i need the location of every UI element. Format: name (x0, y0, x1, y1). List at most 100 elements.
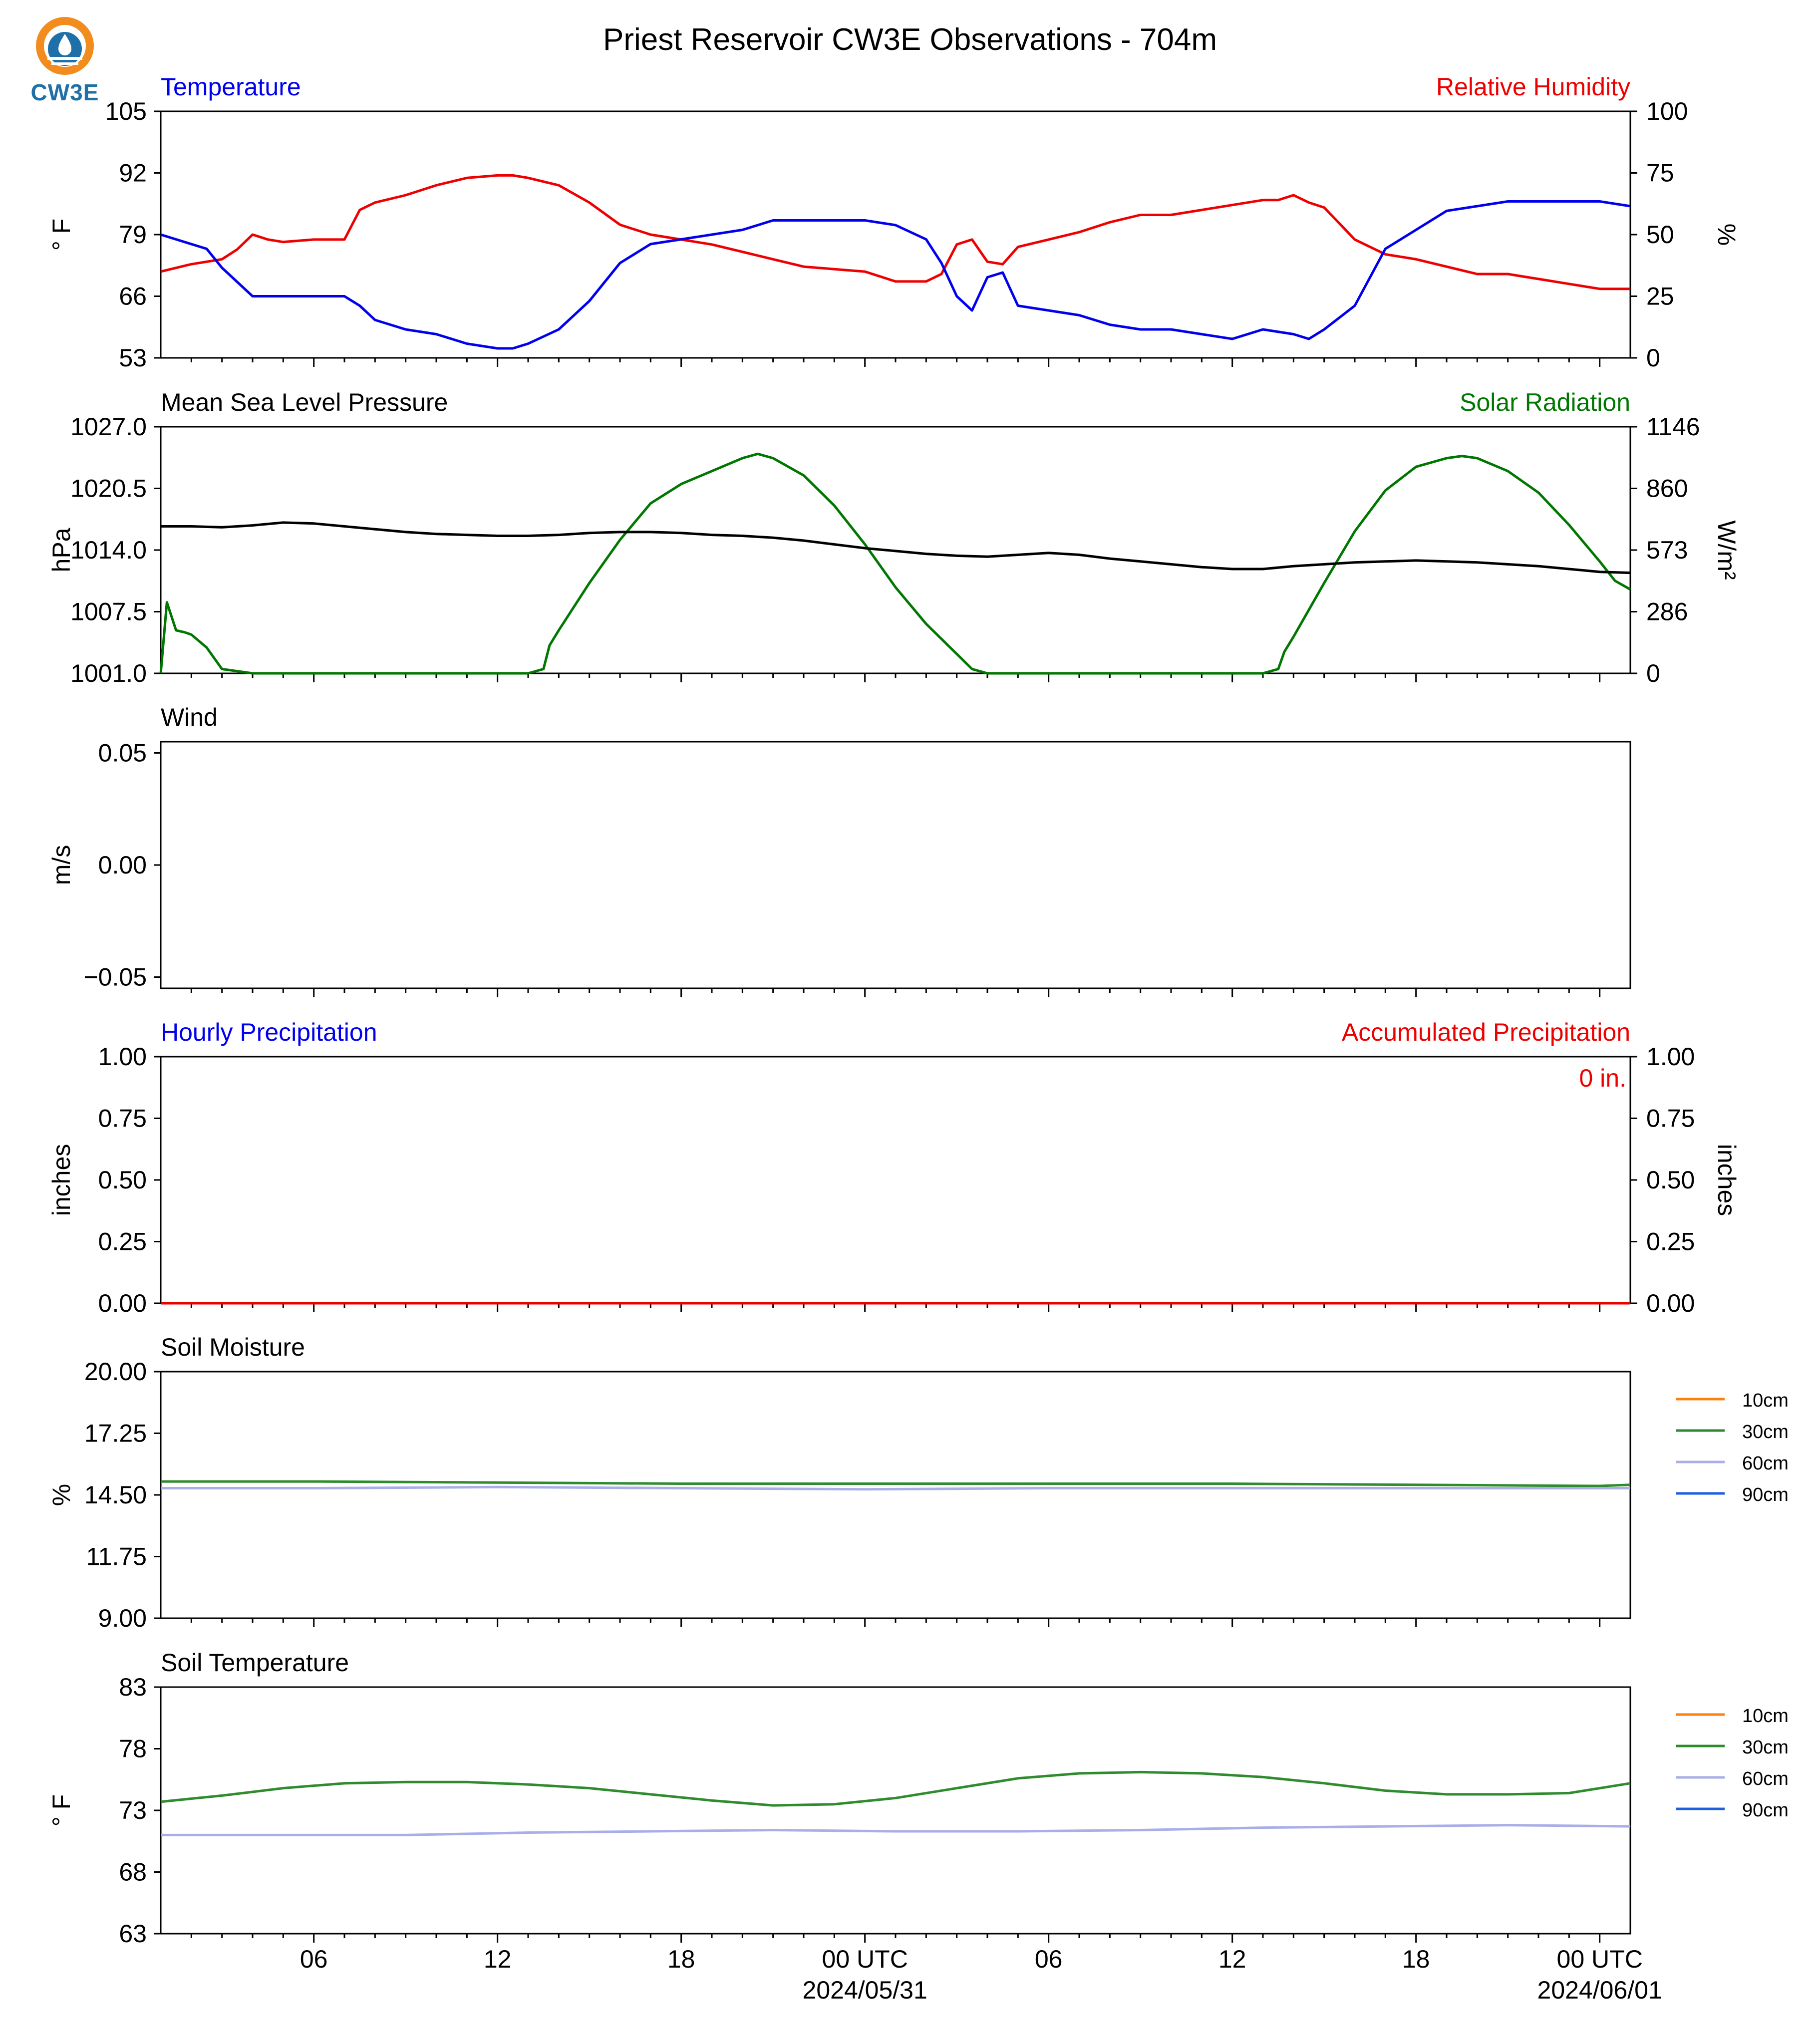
xtick-label: 12 (484, 1945, 512, 1973)
xtick-date-label: 2024/06/01 (1537, 1976, 1662, 2004)
ytick-label-left-soil_temperature: 83 (119, 1673, 147, 1701)
ylabel-left-soil_moisture: % (47, 1484, 75, 1506)
legend-label-10cm: 10cm (1742, 1706, 1789, 1727)
ylabel-right-pressure: W/m² (1713, 520, 1741, 579)
ytick-label-right-pressure: 0 (1646, 659, 1660, 687)
panel-title-left-wind: Wind (161, 703, 218, 731)
panel-pressure: Mean Sea Level Pressure Solar Radiation 10… (47, 388, 1741, 687)
panel-frame-soil_temperature (160, 1686, 1631, 1935)
ylabel-right-precip: inches (1713, 1144, 1741, 1216)
soil-temperature-30cm-line (160, 1770, 1631, 1807)
legend-label-90cm: 90cm (1742, 1800, 1789, 1821)
ytick-label-left-soil_moisture: 14.50 (84, 1481, 147, 1509)
panel-soil_temperature: Soil Temperature 83 78 73 68 63 ° F 10cm 30cm 60c… (47, 1649, 1789, 1948)
temperature-line (160, 200, 1631, 350)
panel-title-left-precip: Hourly Precipitation (161, 1018, 377, 1046)
panel-title-right-precip: Accumulated Precipitation (1342, 1018, 1630, 1046)
ytick-label-right-temperature: 75 (1646, 159, 1674, 187)
xtick-label: 00 UTC (822, 1945, 908, 1973)
accumulated-total-label: 0 in. (1579, 1064, 1626, 1092)
ytick-label-left-soil_temperature: 73 (119, 1796, 147, 1824)
ytick-label-left-wind: −0.05 (83, 963, 147, 991)
relative-humidity-line (160, 174, 1630, 290)
ytick-label-left-temperature: 79 (119, 221, 147, 249)
legend-label-60cm: 60cm (1742, 1453, 1789, 1474)
legend-label-10cm: 10cm (1742, 1390, 1789, 1411)
soil-temperature-60cm-line (161, 1824, 1631, 1836)
panel-wind: Wind 0.05 0.00 −0.05 m/s (47, 703, 1631, 997)
ytick-label-left-pressure: 1027.0 (70, 413, 147, 441)
ytick-label-left-precip: 0.25 (98, 1228, 147, 1256)
ytick-label-left-precip: 0.75 (98, 1105, 147, 1133)
ytick-label-left-temperature: 53 (119, 344, 147, 372)
ytick-label-left-temperature: 66 (119, 283, 147, 310)
xtick-label: 00 UTC (1557, 1945, 1643, 1973)
panel-soil_moisture: Soil Moisture 20.00 17.25 14.50 11.75 9.00% 10… (47, 1333, 1789, 1632)
ytick-label-left-wind: 0.05 (98, 739, 147, 767)
xtick-label: 12 (1218, 1945, 1246, 1973)
xtick-label: 06 (300, 1945, 328, 1973)
soil-moisture-30cm-line (161, 1480, 1631, 1487)
xtick-label: 18 (667, 1945, 695, 1973)
legend-label-90cm: 90cm (1742, 1484, 1789, 1505)
legend-label-60cm: 60cm (1742, 1768, 1789, 1789)
panel-title-right-pressure: Solar Radiation (1460, 388, 1630, 416)
ytick-label-right-temperature: 100 (1646, 97, 1688, 125)
ytick-label-right-pressure: 860 (1646, 475, 1688, 503)
ylabel-left-pressure: hPa (47, 528, 75, 572)
cw3e-logo-icon (36, 17, 94, 75)
ytick-label-left-soil_temperature: 68 (119, 1858, 147, 1886)
ytick-label-left-precip: 0.50 (98, 1166, 147, 1194)
xtick-label: 18 (1402, 1945, 1430, 1973)
panels-group: Temperature Relative Humidity 105 92 79 66 53 1… (47, 73, 1789, 2004)
xtick-label: 06 (1035, 1945, 1063, 1973)
ytick-label-right-temperature: 0 (1646, 344, 1660, 372)
panel-title-left-pressure: Mean Sea Level Pressure (161, 388, 448, 416)
ytick-label-left-precip: 0.00 (98, 1289, 147, 1317)
ytick-label-right-precip: 0.00 (1646, 1289, 1695, 1317)
xtick-date-label: 2024/05/31 (803, 1976, 927, 2004)
ytick-label-left-soil_moisture: 20.00 (84, 1358, 147, 1386)
ytick-label-left-pressure: 1007.5 (70, 598, 147, 626)
ytick-label-left-soil_moisture: 11.75 (86, 1543, 147, 1571)
pressure-line (161, 521, 1631, 575)
panel-frame-precip (160, 1056, 1631, 1304)
legend-label-30cm: 30cm (1742, 1737, 1789, 1758)
ytick-label-left-pressure: 1001.0 (70, 659, 147, 687)
ytick-label-left-soil_moisture: 17.25 (84, 1420, 147, 1448)
ylabel-left-temperature: ° F (47, 219, 75, 251)
ytick-label-right-temperature: 50 (1646, 221, 1674, 249)
ylabel-left-wind: m/s (47, 845, 75, 885)
cw3e-logo: CW3E (27, 15, 102, 110)
panel-temperature: Temperature Relative Humidity 105 92 79 66 53 1… (47, 73, 1741, 372)
panel-title-left-temperature: Temperature (161, 73, 301, 101)
figure-title: Priest Reservoir CW3E Observations - 704… (603, 22, 1217, 57)
ytick-label-right-precip: 1.00 (1646, 1043, 1695, 1071)
ytick-label-right-pressure: 286 (1646, 598, 1688, 626)
solar-radiation-line (159, 452, 1631, 675)
ytick-label-right-precip: 0.75 (1646, 1105, 1695, 1133)
ytick-label-right-temperature: 25 (1646, 283, 1674, 310)
cw3e-logo-text: CW3E (30, 79, 99, 105)
ylabel-right-temperature: % (1713, 224, 1741, 246)
ytick-label-left-soil_temperature: 78 (119, 1735, 147, 1763)
panel-title-left-soil_moisture: Soil Moisture (161, 1333, 305, 1361)
ytick-label-right-pressure: 573 (1646, 536, 1688, 564)
ylabel-left-precip: inches (47, 1144, 75, 1216)
soil-moisture-60cm-line (161, 1485, 1630, 1491)
ytick-label-left-soil_temperature: 63 (119, 1920, 147, 1948)
ytick-label-right-precip: 0.25 (1646, 1228, 1695, 1256)
ytick-label-right-pressure: 1146 (1646, 413, 1700, 441)
ytick-label-left-temperature: 105 (105, 97, 147, 125)
panel-title-right-temperature: Relative Humidity (1436, 73, 1630, 101)
ytick-label-left-soil_moisture: 9.00 (98, 1604, 147, 1632)
ytick-label-left-wind: 0.00 (98, 851, 147, 879)
ytick-label-left-precip: 1.00 (98, 1043, 147, 1071)
ytick-label-left-temperature: 92 (119, 159, 147, 187)
ytick-label-left-pressure: 1014.0 (70, 536, 147, 564)
ylabel-left-soil_temperature: ° F (47, 1794, 75, 1826)
panel-title-left-soil_temperature: Soil Temperature (161, 1649, 349, 1677)
panel-frame-soil_moisture (160, 1371, 1631, 1619)
ytick-label-left-pressure: 1020.5 (70, 475, 147, 503)
